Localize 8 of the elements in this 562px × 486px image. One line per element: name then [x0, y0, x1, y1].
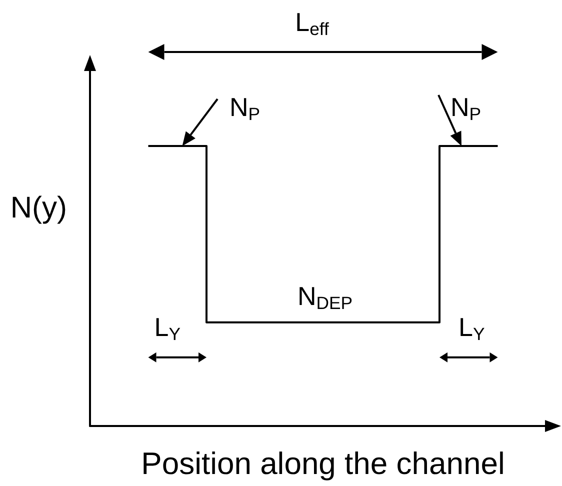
annotation: L$_{Y}$: [154, 312, 181, 344]
annotation: L$_{Y}$: [458, 312, 485, 344]
annotation: N$_{DEP}$: [297, 281, 353, 313]
x-axis-title: Position along the channel: [141, 446, 505, 481]
y-axis-title: N(y): [10, 192, 67, 224]
text: N$_{P}$: [230, 92, 260, 124]
text: L$_{eff}$: [295, 6, 329, 38]
text: N$_{P}$: [450, 92, 482, 124]
